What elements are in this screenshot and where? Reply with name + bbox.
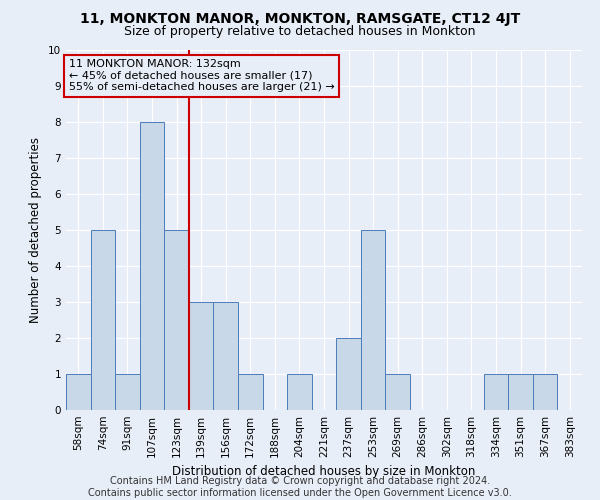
Bar — [140, 122, 164, 410]
Bar — [115, 374, 140, 410]
Y-axis label: Number of detached properties: Number of detached properties — [29, 137, 43, 323]
Bar — [484, 374, 508, 410]
Bar — [214, 302, 238, 410]
Bar — [66, 374, 91, 410]
Bar — [533, 374, 557, 410]
Bar — [164, 230, 189, 410]
Text: Size of property relative to detached houses in Monkton: Size of property relative to detached ho… — [124, 25, 476, 38]
Bar — [189, 302, 214, 410]
Text: Contains HM Land Registry data © Crown copyright and database right 2024.
Contai: Contains HM Land Registry data © Crown c… — [88, 476, 512, 498]
Bar — [91, 230, 115, 410]
Bar — [336, 338, 361, 410]
Bar — [385, 374, 410, 410]
Bar — [287, 374, 312, 410]
Bar — [508, 374, 533, 410]
Text: 11, MONKTON MANOR, MONKTON, RAMSGATE, CT12 4JT: 11, MONKTON MANOR, MONKTON, RAMSGATE, CT… — [80, 12, 520, 26]
Bar — [361, 230, 385, 410]
Text: 11 MONKTON MANOR: 132sqm
← 45% of detached houses are smaller (17)
55% of semi-d: 11 MONKTON MANOR: 132sqm ← 45% of detach… — [68, 59, 334, 92]
Bar — [238, 374, 263, 410]
X-axis label: Distribution of detached houses by size in Monkton: Distribution of detached houses by size … — [172, 466, 476, 478]
